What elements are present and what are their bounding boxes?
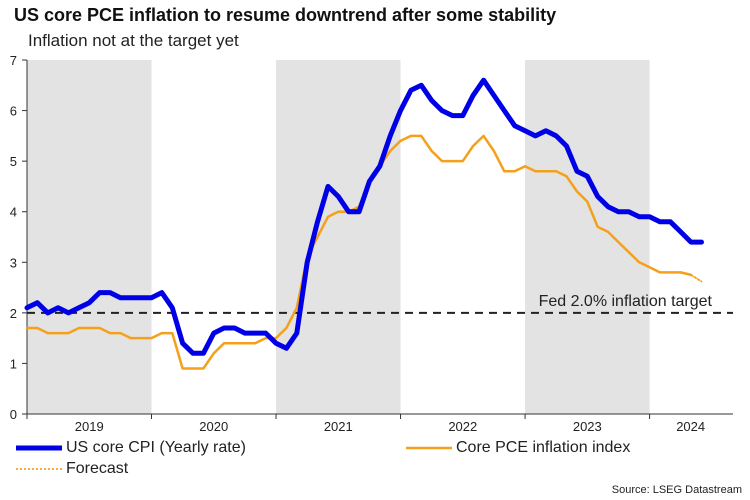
x-tick-label-2022: 2022 [448, 419, 477, 434]
y-tick-label-3: 3 [10, 255, 17, 270]
legend-label-cpi: US core CPI (Yearly rate) [66, 439, 246, 456]
x-tick-label-2020: 2020 [199, 419, 228, 434]
series-layer [24, 77, 704, 370]
legend-label-pce: Core PCE inflation index [456, 439, 631, 456]
source-note: Source: LSEG Datastream [611, 484, 742, 496]
target-line-label: Fed 2.0% inflation target [539, 293, 713, 310]
legend-swatch-pce [406, 446, 452, 450]
x-tick-label-2024: 2024 [676, 419, 705, 434]
y-tick-label-1: 1 [10, 356, 17, 371]
y-tick-label-6: 6 [10, 104, 17, 119]
series-line-forecast [690, 273, 703, 283]
series-line-us-core-cpi-yearly-rate [24, 77, 704, 356]
chart-subtitle: Inflation not at the target yet [28, 31, 239, 50]
y-tick-label-0: 0 [10, 407, 17, 422]
x-axis: 2019 2020 2021 2022 2023 2024 [26, 413, 733, 434]
y-tick-label-7: 7 [10, 53, 17, 68]
y-tick-label-4: 4 [10, 205, 17, 220]
x-tick-label-2023: 2023 [573, 419, 602, 434]
year-shading [27, 60, 650, 414]
shaded-band-0 [27, 60, 152, 414]
legend-label-forecast: Forecast [66, 460, 129, 477]
shaded-band-1 [276, 60, 401, 414]
chart-title: US core PCE inflation to resume downtren… [14, 5, 557, 25]
legend-swatch-cpi [16, 445, 62, 451]
shaded-band-2 [525, 60, 650, 414]
y-tick-label-2: 2 [10, 306, 17, 321]
y-axis: 0 1 2 3 4 5 6 7 [10, 53, 28, 422]
legend-swatch-forecast [16, 468, 62, 470]
x-tick-label-2019: 2019 [75, 419, 104, 434]
x-tick-label-2021: 2021 [324, 419, 353, 434]
y-tick-label-5: 5 [10, 154, 17, 169]
target-reference: Fed 2.0% inflation target [27, 293, 733, 314]
